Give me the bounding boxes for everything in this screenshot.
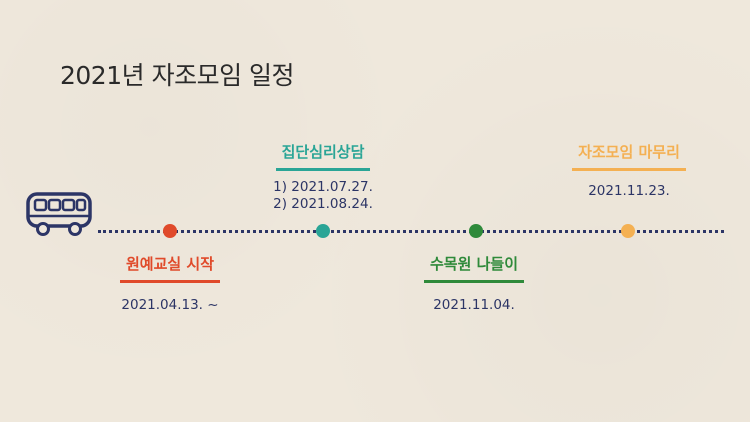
event-date: 2021.04.13. ~ xyxy=(121,297,219,313)
event-4: 자조모임 마무리 2021.11.23. xyxy=(547,141,711,200)
timeline-line xyxy=(98,230,724,233)
event-date: 2021.11.04. xyxy=(433,297,515,313)
event-label: 수목원 나들이 xyxy=(423,253,525,283)
event-date-line: 2) 2021.08.24. xyxy=(273,196,373,212)
timeline-dot-1 xyxy=(163,224,177,238)
event-2: 집단심리상담 1) 2021.07.27. 2) 2021.08.24. xyxy=(255,141,391,213)
bus-icon xyxy=(26,192,92,236)
event-label: 원예교실 시작 xyxy=(119,253,221,283)
timeline-dot-4 xyxy=(621,224,635,238)
event-label: 집단심리상담 xyxy=(275,141,371,171)
event-1: 원예교실 시작 2021.04.13. ~ xyxy=(100,253,240,314)
event-date: 1) 2021.07.27. 2) 2021.08.24. xyxy=(255,179,391,213)
page-title: 2021년 자조모임 일정 xyxy=(60,61,295,90)
timeline-dot-2 xyxy=(316,224,330,238)
event-3: 수목원 나들이 2021.11.04. xyxy=(400,253,548,314)
event-date: 2021.11.23. xyxy=(588,183,670,199)
event-label: 자조모임 마무리 xyxy=(572,141,686,171)
timeline-dot-3 xyxy=(469,224,483,238)
event-date-line: 1) 2021.07.27. xyxy=(273,179,373,195)
